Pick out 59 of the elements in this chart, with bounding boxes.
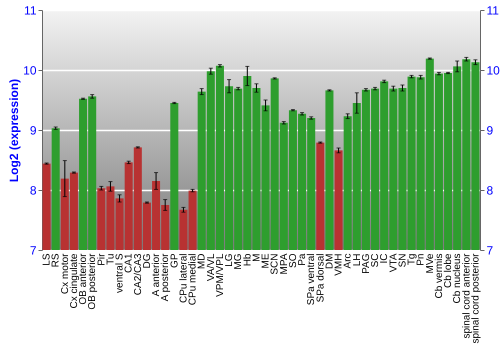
x-tick-label: SN	[397, 254, 408, 268]
x-tick-label: spinal cord posterior	[470, 252, 482, 344]
y2-tick-label: 8	[486, 184, 494, 198]
x-tick-label: VA/VL	[206, 253, 217, 282]
x-tick-label: OB anterior	[78, 252, 90, 305]
x-tick-label: Cb nucleus	[452, 254, 464, 304]
x-tick-label: A posterior	[160, 252, 172, 302]
x-tick-label: PAG	[360, 253, 372, 274]
x-tick-label: SCN	[270, 254, 281, 275]
x-tick-label: LS	[42, 253, 53, 266]
y2-tick-label: 11	[486, 4, 500, 18]
x-tick-label: SPa dorsal	[315, 254, 326, 302]
x-tick-label: MD	[196, 254, 208, 270]
x-tick-label: CA1	[124, 253, 135, 273]
x-tick-label: RS	[50, 253, 62, 268]
x-tick-label: OB posterior	[87, 252, 98, 310]
x-tick-label: GP	[169, 253, 180, 268]
y-tick-label: 11	[24, 4, 37, 18]
x-tick-label: SPa ventral	[306, 254, 318, 306]
x-tick-label: Arc	[342, 254, 354, 268]
y-tick-label: 8	[30, 184, 37, 198]
x-tick-label: SC	[370, 254, 382, 268]
x-tick-label: IC	[379, 254, 390, 264]
x-tick-label: Hb	[242, 253, 254, 266]
x-tick-label: Cb lobe	[443, 253, 454, 288]
x-tick-label: SO	[288, 253, 299, 268]
y-tick-label: 9	[30, 124, 37, 138]
x-tick-label: M	[251, 254, 262, 262]
x-tick-label: A anterior	[151, 252, 162, 296]
x-tick-label: VTA	[388, 253, 400, 272]
x-tick-label: Pir	[96, 252, 108, 266]
y-axis-title: Log2 (expression)	[7, 78, 22, 182]
x-tick-label: Pn	[416, 254, 427, 266]
x-tick-label: CA2/CA3	[132, 253, 144, 296]
x-tick-label: ME	[260, 253, 272, 268]
x-tick-label: MG	[233, 253, 244, 270]
x-tick-label: CPu lateral	[178, 254, 190, 303]
x-tick-label: Cb vermis	[434, 254, 445, 299]
x-tick-label: Cx motor	[60, 252, 71, 294]
x-tick-label: Tg	[406, 254, 418, 266]
y2-tick-label: 7	[486, 244, 494, 258]
x-tick-label: CPu medial	[188, 254, 199, 306]
y2-tick-label: 10	[486, 64, 500, 78]
x-tick-label: DM	[324, 254, 336, 270]
y-tick-label: 10	[23, 64, 37, 78]
x-tick-label: LG	[224, 253, 236, 267]
x-tick-label: VPM/VPL	[214, 253, 226, 297]
x-tick-label: ventral S	[114, 253, 126, 293]
x-tick-label: MPA	[278, 253, 290, 274]
x-tick-label: Tu	[105, 254, 116, 265]
x-tick-label: MVe	[424, 253, 436, 274]
x-tick-label: Pa	[297, 253, 308, 266]
x-tick-label: Cx cingulate	[68, 253, 80, 309]
y-tick-label: 7	[30, 244, 37, 258]
x-tick-label: VMH	[334, 254, 345, 276]
x-tick-label: DG	[142, 253, 153, 268]
y2-tick-label: 9	[486, 124, 494, 138]
x-tick-label: LH	[352, 254, 363, 266]
x-tick-label: spinal cord anterior	[461, 252, 472, 339]
